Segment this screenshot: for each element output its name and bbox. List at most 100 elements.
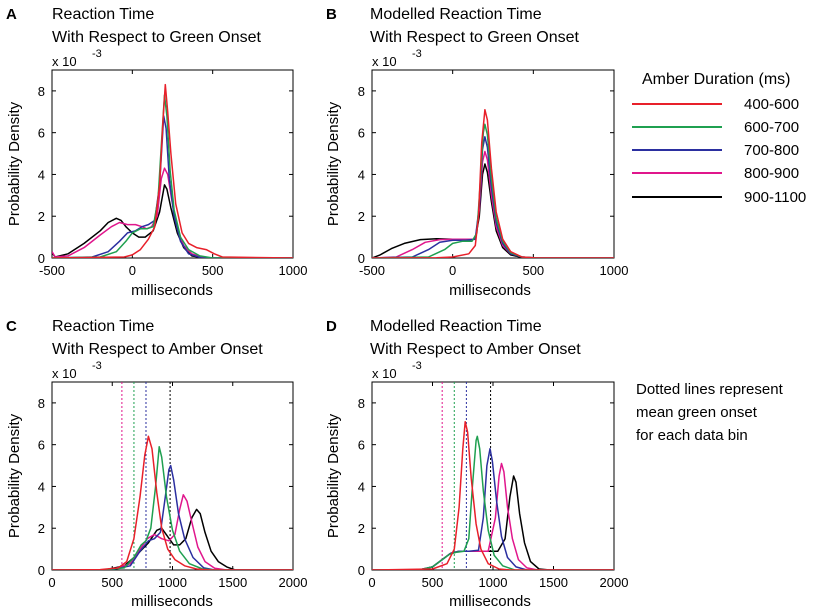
panel-a-xlabel: milliseconds	[131, 282, 213, 299]
note-line-3: for each data bin	[636, 427, 748, 444]
panel-a-xtick-label: 500	[202, 263, 224, 278]
panel-d: D Modelled Reaction Time With Respect to…	[325, 318, 628, 610]
legend-title: Amber Duration (ms)	[642, 71, 790, 88]
panel-d-ytick-label: 8	[358, 396, 365, 411]
legend-label-400-600: 400-600	[744, 96, 799, 113]
panel-c-xtick-label: 0	[48, 575, 55, 590]
panel-b-title-line-1: Modelled Reaction Time	[370, 6, 542, 23]
panel-a-ytick-label: 2	[38, 209, 45, 224]
panel-d-exponent: x 10	[372, 366, 397, 381]
panel-c-title-line-2: With Respect to Amber Onset	[52, 341, 263, 358]
panel-a-axes-frame	[51, 69, 294, 259]
legend-label-800-900: 800-900	[744, 165, 799, 182]
panel-d-xtick-label: 500	[422, 575, 444, 590]
panel-d-series-800-900	[372, 462, 614, 570]
panel-d-exponent-power: -3	[412, 360, 422, 372]
panel-b-series-400-600	[372, 108, 614, 258]
panel-d-title-line-2: With Respect to Amber Onset	[370, 341, 581, 358]
panel-label-c: C	[6, 318, 17, 335]
panel-d-plot: 0 500 1000 1500 2000 0 2 4 6 8	[358, 381, 629, 590]
panel-b-xtick-label: -500	[359, 263, 385, 278]
panel-c-ytick-label: 0	[38, 563, 45, 578]
panel-b-xtick-label: 0	[449, 263, 456, 278]
panel-d-xlabel: milliseconds	[449, 593, 531, 610]
panel-d-xtick-label: 2000	[600, 575, 629, 590]
panel-d-series-600-700	[372, 435, 614, 570]
panel-b: B Modelled Reaction Time With Respect to…	[325, 6, 628, 299]
panel-c: C Reaction Time With Respect to Amber On…	[6, 318, 307, 610]
panel-d-ytick-label: 4	[358, 479, 365, 494]
panel-a-title-line-2: With Respect to Green Onset	[52, 29, 262, 46]
panel-c-ytick-label: 2	[38, 521, 45, 536]
panel-c-series-group	[52, 435, 293, 570]
panel-b-ytick-label: 2	[358, 209, 365, 224]
panel-a-series-group	[52, 83, 293, 258]
legend-label-700-800: 700-800	[744, 142, 799, 159]
panel-label-a: A	[6, 6, 17, 23]
panel-a-exponent: x 10	[52, 54, 77, 69]
panel-b-series-700-800	[372, 136, 614, 258]
panel-b-xtick-label: 500	[522, 263, 544, 278]
legend-label-600-700: 600-700	[744, 119, 799, 136]
panel-a-xtick-label: -500	[39, 263, 65, 278]
panel-b-axes-frame	[371, 69, 615, 259]
panel-c-xtick-label: 2000	[279, 575, 308, 590]
panel-c-ytick-label: 6	[38, 438, 45, 453]
panel-b-ytick-label: 6	[358, 126, 365, 141]
panel-c-ytick-label: 4	[38, 479, 45, 494]
legend: Amber Duration (ms) 400-600 600-700 700-…	[632, 71, 806, 206]
panel-label-b: B	[326, 6, 337, 23]
panel-d-ytick-label: 2	[358, 521, 365, 536]
panel-label-d: D	[326, 318, 337, 335]
panel-c-series-600-700	[52, 446, 293, 570]
panel-b-series-group	[372, 108, 614, 258]
panel-c-ylabel: Probability Density	[6, 413, 23, 538]
panel-c-exponent: x 10	[52, 366, 77, 381]
legend-label-900-1100: 900-1100	[744, 189, 806, 206]
panel-d-xtick-label: 1000	[479, 575, 508, 590]
panel-a-ytick-label: 0	[38, 251, 45, 266]
panel-a-ytick-label: 4	[38, 167, 45, 182]
panel-c-ytick-label: 8	[38, 396, 45, 411]
panel-a-exponent-power: -3	[92, 48, 102, 60]
panel-c-series-400-600	[52, 435, 293, 570]
panel-b-xlabel: milliseconds	[449, 282, 531, 299]
panel-c-title-line-1: Reaction Time	[52, 318, 154, 335]
panel-b-exponent: x 10	[372, 54, 397, 69]
panel-d-axes-frame	[371, 381, 615, 571]
panel-a-xtick-label: 1000	[279, 263, 308, 278]
panel-b-ytick-label: 0	[358, 251, 365, 266]
panel-a: A Reaction Time With Respect to Green On…	[6, 6, 307, 299]
panel-d-series-400-600	[372, 420, 614, 570]
panel-c-xtick-label: 1000	[158, 575, 187, 590]
panel-d-series-900-1100	[372, 475, 614, 570]
note-line-2: mean green onset	[636, 404, 758, 421]
panel-b-ylabel: Probability Density	[325, 101, 342, 226]
panel-c-xlabel: milliseconds	[131, 593, 213, 610]
panel-b-xtick-label: 1000	[600, 263, 629, 278]
panel-d-ytick-label: 0	[358, 563, 365, 578]
panel-b-title-line-2: With Respect to Green Onset	[370, 29, 580, 46]
panel-d-ytick-label: 6	[358, 438, 365, 453]
panel-c-xtick-label: 500	[101, 575, 123, 590]
panel-a-ytick-label: 6	[38, 126, 45, 141]
panel-a-series-400-600	[52, 83, 293, 258]
panel-b-ytick-label: 4	[358, 167, 365, 182]
panel-c-xtick-label: 1500	[218, 575, 247, 590]
panel-d-xtick-label: 1500	[539, 575, 568, 590]
dotted-lines-note: Dotted lines represent mean green onset …	[636, 381, 784, 444]
panel-c-plot: 0 500 1000 1500 2000 0 2 4 6 8	[38, 381, 308, 590]
panel-d-ylabel: Probability Density	[325, 413, 342, 538]
panel-c-series-700-800	[52, 464, 293, 570]
panel-a-title-line-1: Reaction Time	[52, 6, 154, 23]
panel-b-series-600-700	[372, 123, 614, 258]
note-line-1: Dotted lines represent	[636, 381, 784, 398]
panel-c-series-900-1100	[52, 508, 293, 570]
panel-c-exponent-power: -3	[92, 360, 102, 372]
panel-c-series-800-900	[52, 494, 293, 570]
panel-a-ytick-label: 8	[38, 84, 45, 99]
panel-a-xtick-label: 0	[129, 263, 136, 278]
